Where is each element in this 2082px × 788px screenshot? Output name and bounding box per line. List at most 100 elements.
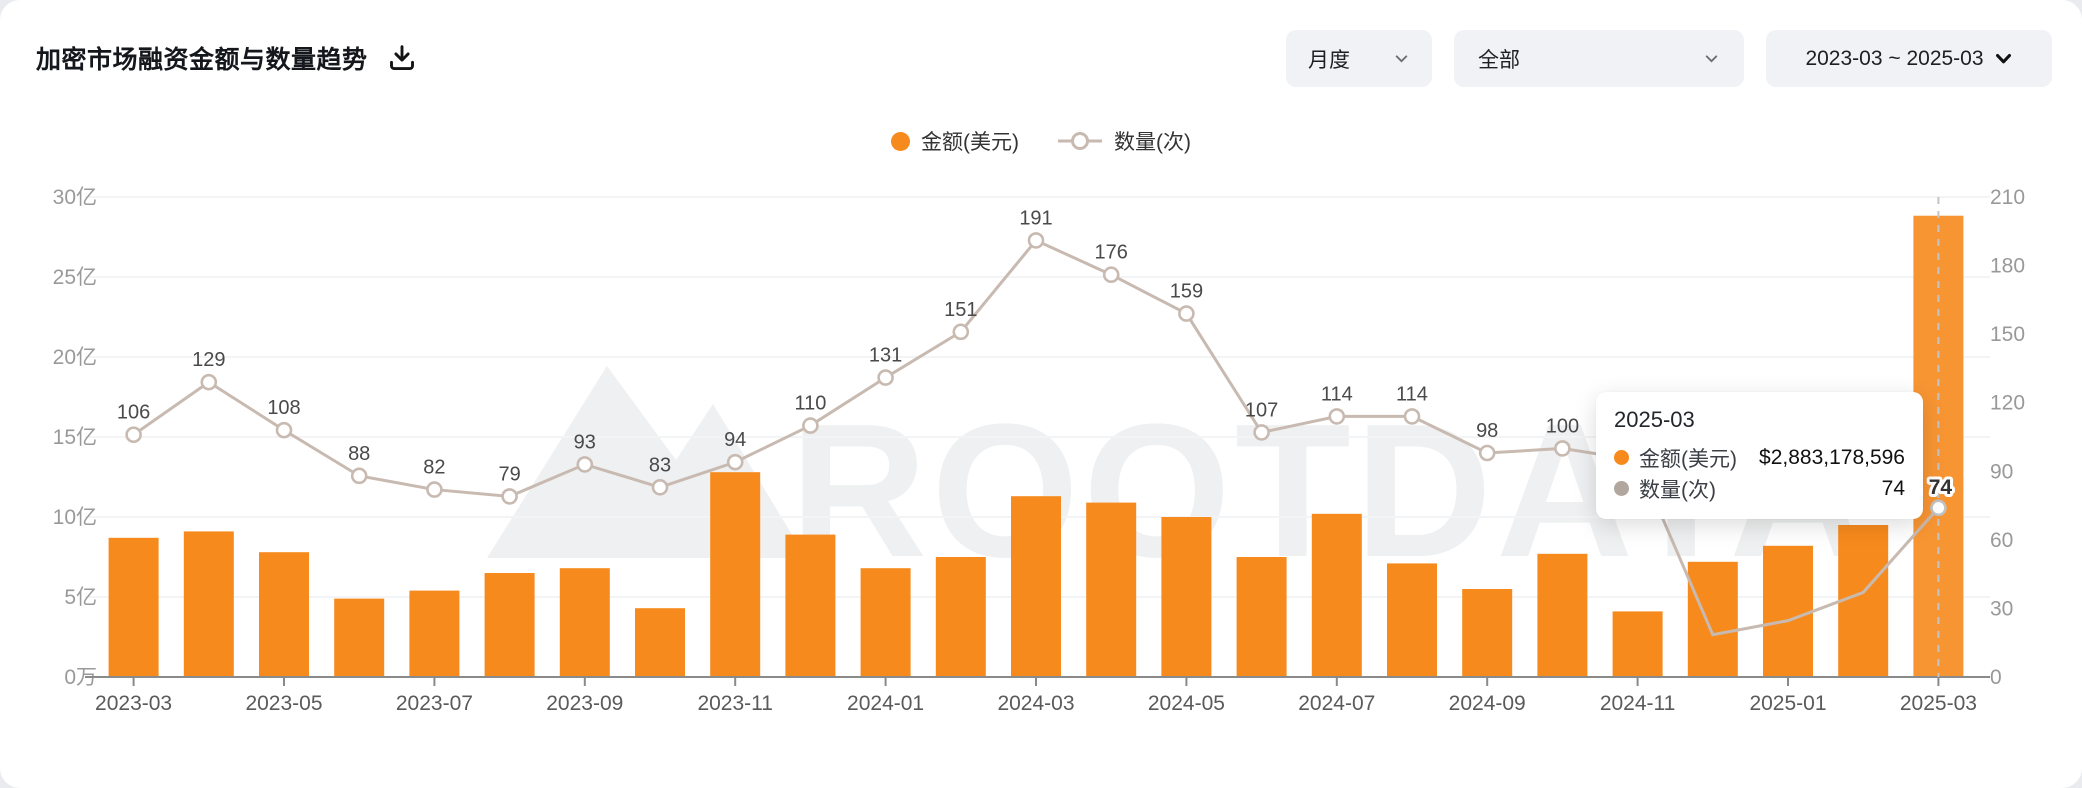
count-data-label: 79 bbox=[498, 463, 520, 485]
count-point-2025-03[interactable] bbox=[1930, 499, 1947, 517]
amount-bar-2024-12[interactable] bbox=[1687, 561, 1738, 677]
count-point-2024-03[interactable] bbox=[1027, 232, 1045, 249]
count-point-2024-07[interactable] bbox=[1328, 408, 1346, 425]
period-select[interactable]: 月度 bbox=[1286, 30, 1432, 87]
amount-bar-2024-09[interactable] bbox=[1462, 589, 1513, 677]
left-axis-label: 0万 bbox=[64, 666, 97, 689]
amount-bar-2024-06[interactable] bbox=[1236, 557, 1287, 677]
amount-bar-2024-10[interactable] bbox=[1537, 553, 1588, 677]
amount-bar-2023-04[interactable] bbox=[183, 531, 234, 677]
amount-bar-2023-09[interactable] bbox=[559, 568, 610, 677]
count-data-label: 94 bbox=[724, 429, 746, 451]
legend-count-label: 数量(次) bbox=[1114, 131, 1191, 154]
amount-bar-2024-08[interactable] bbox=[1387, 563, 1437, 677]
count-point-2024-01[interactable] bbox=[877, 369, 894, 386]
count-data-label: 83 bbox=[649, 454, 671, 476]
x-axis-label: 2025-03 bbox=[1900, 692, 1977, 715]
amount-bar-2024-07[interactable] bbox=[1311, 513, 1362, 677]
count-data-label: 82 bbox=[423, 457, 445, 479]
count-point-2024-06[interactable] bbox=[1253, 424, 1270, 441]
date-range-value: 2023-03 ~ 2025-03 bbox=[1805, 46, 1984, 70]
count-data-label: 159 bbox=[1170, 281, 1203, 303]
count-point-2024-04[interactable] bbox=[1102, 266, 1120, 284]
x-axis-label: 2023-03 bbox=[95, 692, 172, 715]
count-data-label: 131 bbox=[869, 345, 902, 367]
x-axis-label: 2024-03 bbox=[997, 692, 1074, 715]
category-select[interactable]: 全部 bbox=[1454, 30, 1744, 87]
legend-item-amount[interactable]: 金额(美元) bbox=[891, 126, 1019, 156]
x-axis-label: 2023-11 bbox=[697, 692, 773, 715]
left-axis-label: 25亿 bbox=[53, 266, 97, 289]
amount-bar-2023-08[interactable] bbox=[484, 573, 535, 677]
left-axis-label: 10亿 bbox=[53, 506, 97, 529]
count-point-2024-09[interactable] bbox=[1478, 444, 1496, 462]
chart-title: 加密市场融资金额与数量趋势 bbox=[36, 46, 368, 74]
right-axis-label: 210 bbox=[1990, 186, 2025, 209]
count-point-2023-09[interactable] bbox=[576, 456, 594, 473]
filter-bar: 月度 全部 2023-03 ~ 2025-03 bbox=[1286, 30, 2052, 87]
tooltip-row-amount: 金额(美元) $2,883,178,596 bbox=[1614, 442, 1905, 473]
date-range-select[interactable]: 2023-03 ~ 2025-03 bbox=[1766, 30, 2052, 87]
amount-bar-2025-02[interactable] bbox=[1838, 525, 1889, 677]
count-point-2023-06[interactable] bbox=[350, 467, 368, 485]
amount-bar-2023-05[interactable] bbox=[259, 552, 309, 677]
left-axis-label: 20亿 bbox=[53, 346, 97, 369]
count-data-label: 107 bbox=[1245, 399, 1278, 421]
count-point-2023-10[interactable] bbox=[651, 478, 669, 496]
amount-dot-icon bbox=[1614, 450, 1629, 465]
amount-bar-2024-02[interactable] bbox=[935, 557, 986, 677]
right-axis-label: 90 bbox=[1990, 460, 2013, 483]
right-axis-label: 0 bbox=[1990, 666, 2002, 689]
count-point-2024-02[interactable] bbox=[952, 323, 970, 341]
amount-bar-2024-11[interactable] bbox=[1612, 611, 1663, 677]
count-point-2023-04[interactable] bbox=[200, 373, 218, 391]
left-axis-label: 15亿 bbox=[53, 426, 97, 449]
count-data-label: 191 bbox=[1019, 207, 1052, 229]
x-axis-label: 2024-11 bbox=[1600, 692, 1676, 715]
amount-bar-2023-10[interactable] bbox=[635, 608, 685, 677]
count-point-2024-05[interactable] bbox=[1178, 305, 1195, 322]
count-data-label: 106 bbox=[117, 402, 150, 424]
tooltip-count-label: 数量(次) bbox=[1639, 478, 1716, 502]
count-point-2023-07[interactable] bbox=[426, 481, 443, 498]
amount-bar-2024-04[interactable] bbox=[1086, 502, 1137, 677]
legend: 金额(美元) 数量(次) bbox=[0, 126, 2082, 156]
amount-bar-2023-11[interactable] bbox=[710, 472, 761, 677]
amount-bar-2023-07[interactable] bbox=[409, 590, 460, 677]
amount-bar-2024-03[interactable] bbox=[1011, 496, 1061, 677]
x-axis-label: 2023-05 bbox=[245, 692, 322, 715]
count-point-2023-11[interactable] bbox=[726, 453, 744, 471]
x-axis-label: 2024-01 bbox=[847, 692, 924, 715]
count-point-2024-08[interactable] bbox=[1403, 408, 1421, 425]
count-point-2023-03[interactable] bbox=[125, 426, 142, 444]
count-point-2023-05[interactable] bbox=[275, 421, 293, 439]
x-axis-label: 2024-09 bbox=[1449, 692, 1526, 715]
download-button[interactable] bbox=[384, 40, 420, 76]
amount-bar-2024-01[interactable] bbox=[860, 568, 911, 677]
count-data-label: 93 bbox=[574, 431, 596, 453]
tooltip-count-value: 74 bbox=[1881, 476, 1905, 500]
count-data-label: 98 bbox=[1476, 420, 1498, 442]
category-select-value: 全部 bbox=[1478, 48, 1520, 72]
count-dot-icon bbox=[1614, 481, 1629, 496]
chevron-down-icon bbox=[1995, 53, 2011, 64]
header: 加密市场融资金额与数量趋势 bbox=[36, 40, 420, 76]
count-point-2024-10[interactable] bbox=[1554, 440, 1571, 457]
amount-bar-2023-12[interactable] bbox=[785, 534, 836, 677]
count-point-2023-12[interactable] bbox=[802, 417, 819, 434]
amount-bar-2025-01[interactable] bbox=[1763, 545, 1813, 677]
count-data-label: 176 bbox=[1095, 242, 1128, 264]
x-axis-label: 2024-07 bbox=[1298, 692, 1375, 715]
count-legend-line-icon bbox=[1058, 132, 1102, 150]
x-axis-label: 2023-09 bbox=[546, 692, 623, 715]
left-axis-label: 5亿 bbox=[64, 586, 97, 609]
legend-item-count[interactable]: 数量(次) bbox=[1057, 126, 1191, 156]
amount-bar-2024-05[interactable] bbox=[1161, 517, 1212, 677]
count-data-label: 110 bbox=[794, 393, 826, 415]
count-point-2023-08[interactable] bbox=[501, 488, 518, 505]
right-axis-label: 60 bbox=[1990, 529, 2013, 552]
count-data-label: 151 bbox=[944, 299, 977, 321]
amount-bar-2023-03[interactable] bbox=[108, 537, 159, 677]
amount-bar-2023-06[interactable] bbox=[334, 598, 385, 677]
